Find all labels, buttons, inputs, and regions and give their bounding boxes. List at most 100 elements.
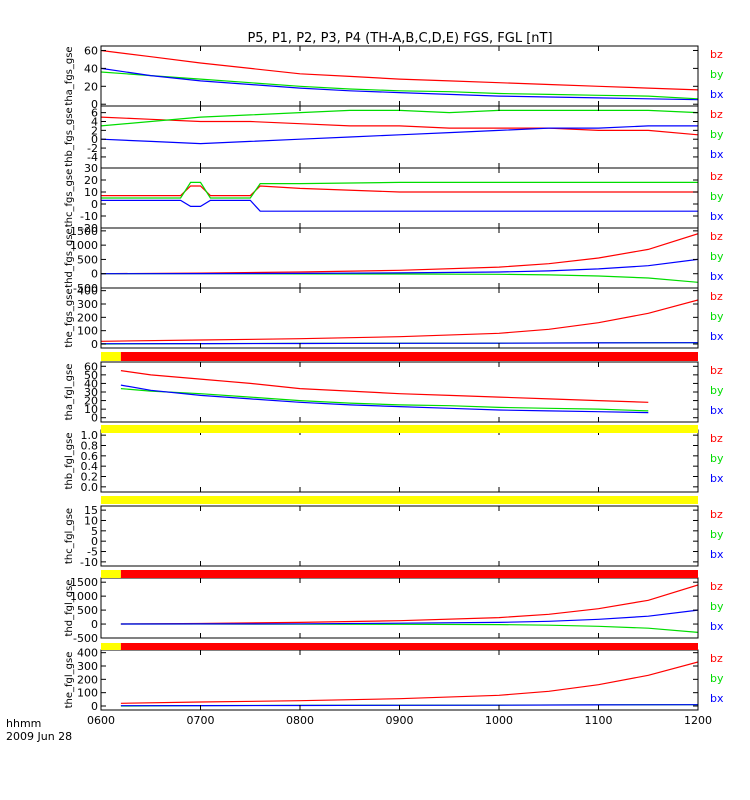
status-bars	[101, 352, 698, 650]
y-tick-label: 60	[84, 360, 98, 373]
y-tick-label: 0.6	[81, 450, 99, 463]
series-line-bz	[101, 299, 698, 342]
legend-bz: bz	[710, 580, 723, 593]
y-tick-label: 0.8	[81, 440, 99, 453]
y-tick-label: -2	[87, 142, 98, 155]
series-line-by	[101, 181, 698, 199]
status-bar-yellow	[101, 496, 698, 504]
y-tick-label: 30	[84, 162, 98, 175]
status-bar-yellow	[101, 352, 121, 361]
panel-frame	[100, 361, 699, 423]
y-tick-label: 40	[84, 377, 98, 390]
legend-bz: bz	[710, 364, 723, 377]
status-bar-yellow	[101, 643, 121, 650]
y-tick-label: 0	[91, 98, 98, 111]
y-axis-label: the_fgs_gse	[64, 288, 75, 347]
legend-by: by	[710, 68, 724, 81]
legend-by: by	[710, 672, 724, 685]
y-tick-label: 1000	[70, 590, 98, 603]
y-tick-label: 100	[77, 325, 98, 338]
legend-bx: bx	[710, 148, 724, 161]
figure-title: P5, P1, P2, P3, P4 (TH-A,B,C,D,E) FGS, F…	[247, 31, 552, 46]
series-line-bz	[101, 49, 698, 91]
y-tick-label: 0	[91, 412, 98, 425]
panel-frame	[100, 577, 699, 639]
legend-bx: bx	[710, 472, 724, 485]
legend-bz: bz	[710, 290, 723, 303]
legend-bx: bx	[710, 88, 724, 101]
series-line-bx	[120, 704, 698, 707]
y-tick-label: 0	[91, 535, 98, 548]
series-line-bx	[101, 67, 698, 101]
panel-frame	[100, 287, 699, 349]
y-axis-label: thb_fgl_gse	[64, 433, 75, 490]
x-tick-label: 1100	[585, 714, 613, 727]
panel-frame	[100, 429, 699, 493]
y-tick-label: -10	[80, 210, 98, 223]
legend-by: by	[710, 600, 724, 613]
series-line-bz	[120, 370, 649, 403]
series-line-bz	[101, 233, 698, 275]
y-tick-label: 50	[84, 369, 98, 382]
footer-label-date: 2009 Jun 28	[6, 730, 72, 743]
series-line-bx	[120, 609, 698, 625]
legend-by: by	[710, 128, 724, 141]
legend-bz: bz	[710, 48, 723, 61]
legend-bx: bx	[710, 270, 724, 283]
x-tick-label: 0900	[386, 714, 414, 727]
x-tick-label: 0800	[286, 714, 314, 727]
legend-by: by	[710, 528, 724, 541]
legend-bz: bz	[710, 652, 723, 665]
legend-bz: bz	[710, 230, 723, 243]
legend-bz: bz	[710, 170, 723, 183]
panel-frame	[100, 45, 699, 107]
y-tick-label: -10	[80, 556, 98, 569]
y-tick-label: 300	[77, 298, 98, 311]
status-bar-yellow	[101, 570, 121, 578]
y-tick-label: -4	[87, 151, 98, 164]
status-bar-red	[120, 570, 698, 578]
legend-bx: bx	[710, 210, 724, 223]
y-tick-label: 6	[91, 107, 98, 120]
x-tick-label: 1200	[684, 714, 712, 727]
y-tick-label: 1500	[70, 576, 98, 589]
series-line-bx	[101, 125, 698, 145]
y-tick-label: 100	[77, 687, 98, 700]
status-bar-red	[120, 352, 698, 361]
y-axis-label: thc_fgs_gse	[64, 169, 75, 228]
y-tick-label: 500	[77, 253, 98, 266]
y-tick-label: 5	[91, 525, 98, 538]
legend-bx: bx	[710, 404, 724, 417]
y-tick-label: 1.0	[81, 429, 99, 442]
status-bar-red	[120, 643, 698, 650]
panel-frame	[100, 105, 699, 169]
y-tick-label: 1500	[70, 225, 98, 238]
legend-by: by	[710, 452, 724, 465]
y-tick-label: 0	[91, 198, 98, 211]
x-axis: 0600 0700 0800 0900 1000 1100 1200	[87, 714, 712, 727]
y-tick-label: 0.4	[81, 460, 99, 473]
series-line-by	[120, 623, 698, 633]
panel-frame	[100, 227, 699, 289]
y-axis-label: the_fgl_gse	[64, 652, 75, 709]
y-tick-label: 10	[84, 514, 98, 527]
panel-frame	[100, 505, 699, 567]
series-line-bx	[101, 258, 698, 275]
series-line-bx	[101, 199, 698, 212]
legend-bx: bx	[710, 692, 724, 705]
y-axis-label: tha_fgl_gse	[64, 364, 75, 421]
y-tick-label: 20	[84, 174, 98, 187]
legend-bx: bx	[710, 330, 724, 343]
panel-frame	[100, 167, 699, 229]
legend-by: by	[710, 384, 724, 397]
panel-frame	[100, 649, 699, 711]
y-tick-label: 400	[77, 647, 98, 660]
y-tick-label: 400	[77, 285, 98, 298]
status-bar-yellow	[101, 425, 698, 433]
